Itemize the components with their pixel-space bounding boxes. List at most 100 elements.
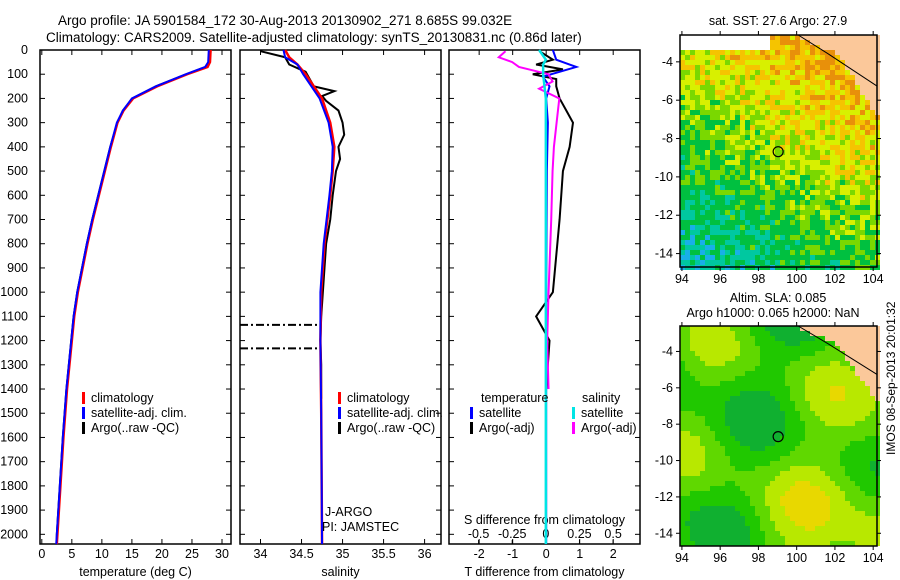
map-cell bbox=[845, 506, 850, 511]
map-cell bbox=[795, 155, 800, 160]
map-cell bbox=[835, 150, 840, 155]
map-cell bbox=[815, 541, 820, 546]
map-cell bbox=[815, 255, 820, 260]
map-cell bbox=[780, 371, 785, 376]
map-cell bbox=[760, 376, 765, 381]
map-cell bbox=[690, 531, 695, 536]
map-cell bbox=[745, 170, 750, 175]
map-cell bbox=[705, 240, 710, 245]
map-cell bbox=[740, 55, 745, 60]
map-cell bbox=[870, 501, 875, 506]
map-cell bbox=[710, 170, 715, 175]
map-cell bbox=[760, 50, 765, 55]
map-cell bbox=[710, 541, 715, 546]
map-cell bbox=[755, 90, 760, 95]
map-cell bbox=[805, 421, 810, 426]
map-cell bbox=[795, 526, 800, 531]
map-cell bbox=[870, 541, 875, 546]
depth-tick-label: 500 bbox=[7, 164, 28, 178]
map-cell bbox=[860, 351, 865, 356]
map-cell bbox=[800, 245, 805, 250]
map-cell bbox=[725, 496, 730, 501]
map-cell bbox=[870, 115, 875, 120]
map-cell bbox=[795, 240, 800, 245]
map-cell bbox=[725, 125, 730, 130]
map-cell bbox=[790, 110, 795, 115]
map-cell bbox=[850, 90, 855, 95]
map-cell bbox=[720, 220, 725, 225]
map-cell bbox=[685, 466, 690, 471]
map-cell bbox=[685, 486, 690, 491]
map-cell bbox=[680, 501, 685, 506]
map-cell bbox=[825, 336, 830, 341]
map-cell bbox=[845, 456, 850, 461]
map-cell bbox=[700, 426, 705, 431]
map-cell bbox=[770, 70, 775, 75]
map-cell bbox=[695, 240, 700, 245]
map-cell bbox=[785, 65, 790, 70]
map-cell bbox=[820, 190, 825, 195]
map-cell bbox=[865, 110, 870, 115]
map-cell bbox=[840, 235, 845, 240]
map-cell bbox=[840, 501, 845, 506]
map-cell bbox=[705, 516, 710, 521]
map-cell bbox=[835, 235, 840, 240]
map-cell bbox=[835, 466, 840, 471]
map-cell bbox=[840, 516, 845, 521]
map-cell bbox=[695, 200, 700, 205]
map-cell bbox=[855, 225, 860, 230]
map-cell bbox=[680, 536, 685, 541]
map-cell bbox=[730, 85, 735, 90]
map-cell bbox=[750, 451, 755, 456]
map-cell bbox=[700, 356, 705, 361]
map-cell bbox=[730, 90, 735, 95]
map-cell bbox=[775, 205, 780, 210]
map-cell bbox=[700, 391, 705, 396]
map-cell bbox=[705, 396, 710, 401]
map-cell bbox=[825, 135, 830, 140]
map-cell bbox=[745, 75, 750, 80]
map-cell bbox=[695, 351, 700, 356]
map-cell bbox=[780, 135, 785, 140]
t-diff-legend-swatch bbox=[470, 407, 473, 419]
map-cell bbox=[845, 70, 850, 75]
map-cell bbox=[685, 346, 690, 351]
map-cell bbox=[835, 200, 840, 205]
map-cell bbox=[840, 185, 845, 190]
map-cell bbox=[850, 45, 855, 50]
map-cell bbox=[795, 105, 800, 110]
map-cell bbox=[790, 260, 795, 265]
map-cell bbox=[720, 511, 725, 516]
map-cell bbox=[730, 115, 735, 120]
map-cell bbox=[825, 200, 830, 205]
map-cell bbox=[860, 536, 865, 541]
map-cell bbox=[740, 250, 745, 255]
map-cell bbox=[850, 341, 855, 346]
map-cell bbox=[695, 456, 700, 461]
map-cell bbox=[690, 461, 695, 466]
lat-tick-label: -10 bbox=[655, 454, 673, 468]
map-cell bbox=[815, 50, 820, 55]
map-cell bbox=[815, 351, 820, 356]
map-cell bbox=[785, 180, 790, 185]
map-cell bbox=[810, 526, 815, 531]
map-cell bbox=[705, 125, 710, 130]
map-cell bbox=[695, 416, 700, 421]
map-cell bbox=[840, 130, 845, 135]
map-cell bbox=[725, 100, 730, 105]
map-cell bbox=[710, 100, 715, 105]
map-cell bbox=[865, 396, 870, 401]
map-cell bbox=[715, 195, 720, 200]
map-cell bbox=[835, 75, 840, 80]
map-cell bbox=[850, 155, 855, 160]
map-cell bbox=[840, 511, 845, 516]
s-diff-legend-swatch bbox=[572, 422, 575, 434]
map-cell bbox=[770, 461, 775, 466]
map-cell bbox=[715, 471, 720, 476]
map-cell bbox=[715, 220, 720, 225]
map-cell bbox=[775, 346, 780, 351]
map-cell bbox=[805, 471, 810, 476]
map-cell bbox=[740, 260, 745, 265]
map-cell bbox=[725, 40, 730, 45]
map-cell bbox=[850, 486, 855, 491]
